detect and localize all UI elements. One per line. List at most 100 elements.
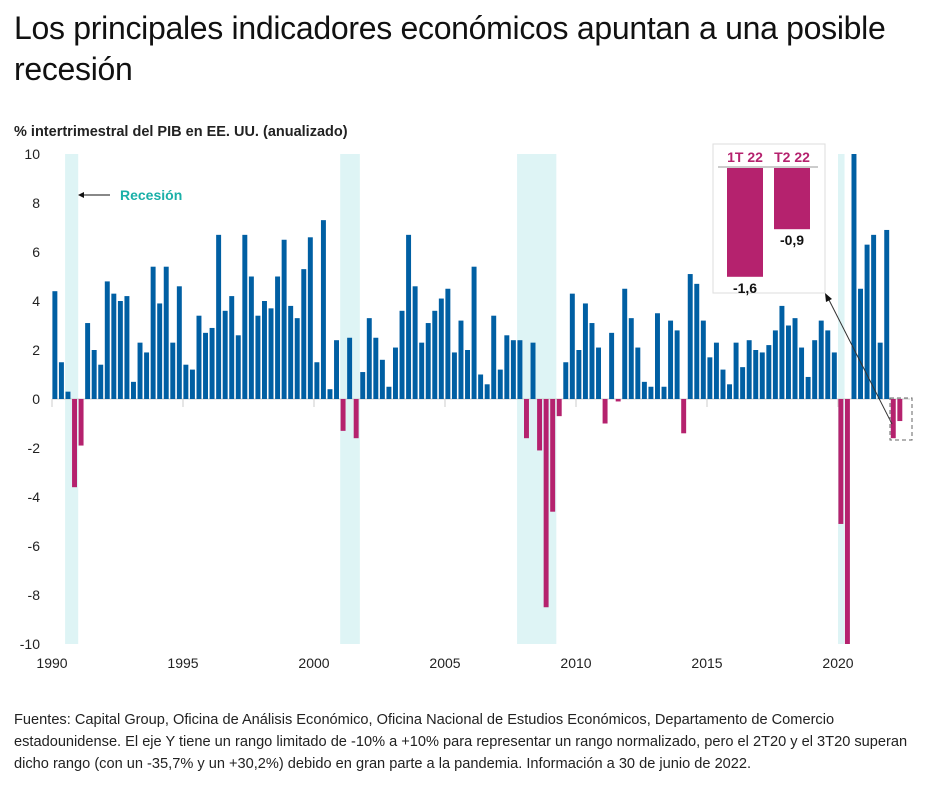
bar-positive: [655, 313, 660, 399]
inset-source-box: [889, 397, 913, 441]
annotations: Recesión 1T 22 T2 22 -1,6 -0,9: [78, 143, 913, 441]
recession-arrow-head-icon: [78, 192, 84, 198]
bar-positive: [727, 384, 732, 399]
bar-positive: [831, 352, 837, 399]
bar-positive: [137, 342, 143, 399]
bar-positive: [700, 320, 706, 399]
bar-positive: [347, 337, 353, 399]
bar-positive: [216, 234, 222, 399]
inset-bar-1t22: [727, 168, 763, 277]
bar-positive: [740, 367, 746, 399]
bar-positive: [622, 288, 628, 399]
bar-positive: [176, 286, 182, 399]
bar-negative: [537, 399, 543, 451]
bar-positive: [635, 347, 641, 399]
chart-subtitle: % intertrimestral del PIB en EE. UU. (an…: [14, 124, 348, 140]
inset-label-t222: T2 22: [774, 149, 810, 165]
bar-positive: [478, 374, 484, 399]
bar-positive: [864, 244, 870, 399]
inset-zoom-panel: 1T 22 T2 22 -1,6 -0,9: [712, 143, 913, 441]
inset-value-t222: -0,9: [780, 232, 804, 248]
inset-label-1t22: 1T 22: [727, 149, 763, 165]
bar-positive: [255, 315, 261, 399]
bar-positive: [366, 318, 372, 399]
bar-positive: [104, 281, 110, 399]
bar-positive: [766, 345, 772, 399]
recession-legend: Recesión: [78, 187, 182, 203]
bar-negative: [340, 399, 346, 431]
bar-positive: [589, 323, 595, 399]
bar-positive: [871, 234, 877, 399]
bar-positive: [85, 323, 91, 399]
bar-positive: [517, 340, 523, 399]
bar-positive: [360, 372, 366, 399]
bar-positive: [661, 386, 667, 399]
bar-negative: [615, 399, 621, 402]
bar-positive: [229, 296, 235, 399]
x-tick-label: 1995: [167, 655, 198, 671]
bar-positive: [58, 362, 64, 399]
bar-positive: [91, 350, 97, 399]
bar-positive: [825, 330, 831, 399]
x-tick-label: 2000: [298, 655, 329, 671]
footnote: Fuentes: Capital Group, Oficina de Análi…: [14, 712, 908, 772]
bar-positive: [720, 369, 726, 399]
bar-positive: [196, 315, 202, 399]
bar-positive: [641, 381, 647, 399]
bar-positive: [52, 291, 58, 399]
bar-positive: [582, 303, 588, 399]
bar-positive: [458, 320, 464, 399]
bar-positive: [884, 229, 890, 399]
bar-positive: [563, 362, 569, 399]
bar-positive: [98, 364, 104, 399]
bar-positive: [334, 340, 339, 399]
bar-negative: [524, 399, 529, 439]
y-tick-label: 2: [32, 342, 40, 358]
bar-positive: [818, 320, 824, 399]
bar-positive: [307, 237, 313, 399]
bar-positive: [596, 347, 601, 399]
bar-positive: [327, 389, 333, 399]
bar-positive: [792, 318, 798, 399]
bar-positive: [497, 369, 503, 399]
bar-positive: [294, 318, 300, 399]
y-tick-label: 8: [32, 195, 40, 211]
bar-positive: [203, 332, 208, 399]
bar-positive: [851, 154, 857, 399]
recession-label: Recesión: [120, 187, 182, 203]
bar-positive: [779, 305, 785, 399]
bar-positive: [314, 362, 320, 399]
bar-negative: [550, 399, 556, 512]
bar-positive: [281, 239, 287, 399]
bar-positive: [183, 364, 189, 399]
bar-positive: [609, 332, 615, 399]
bar-positive: [288, 305, 294, 399]
bar-positive: [163, 266, 169, 399]
bar-negative: [543, 399, 549, 608]
bar-positive: [373, 337, 379, 399]
bar-positive: [412, 286, 418, 399]
bar-positive: [248, 276, 254, 399]
y-tick-label: 10: [24, 146, 40, 162]
bar-negative: [681, 399, 687, 434]
bar-negative: [838, 399, 844, 524]
bar-positive: [144, 352, 150, 399]
bar-negative: [602, 399, 608, 424]
bar-positive: [451, 352, 457, 399]
bar-positive: [432, 310, 438, 399]
x-tick-label: 2015: [691, 655, 722, 671]
bar-positive: [491, 315, 497, 399]
bar-positive: [117, 301, 123, 399]
bar-highlighted: [897, 399, 903, 422]
bar-positive: [425, 323, 431, 399]
inset-bar-t222: [774, 168, 810, 230]
x-tick-label: 2020: [822, 655, 853, 671]
bar-positive: [399, 310, 405, 399]
axis-layer: 10 8 6 4 2 0 -2 -4 -6 -8 -10 1990 1995 2000 2005 2010 20…: [20, 146, 910, 671]
bar-positive: [268, 308, 274, 399]
bar-positive: [379, 359, 385, 399]
bar-negative: [78, 399, 84, 446]
bar-positive: [111, 293, 117, 399]
x-tick-label: 2005: [429, 655, 460, 671]
bar-positive: [799, 347, 805, 399]
